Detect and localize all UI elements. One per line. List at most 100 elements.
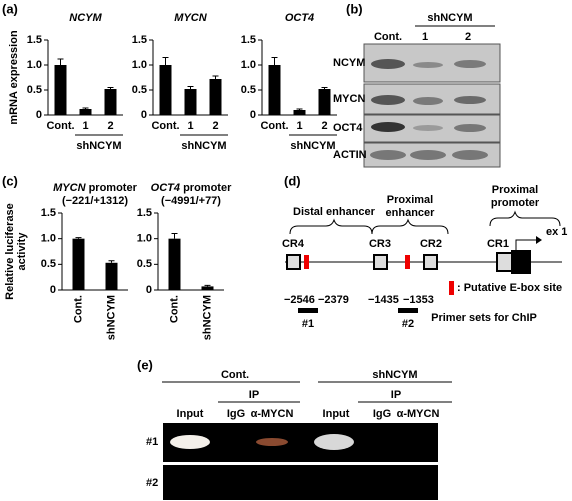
x-tick-label: 1: [82, 120, 88, 132]
gel-row-label: #2: [146, 477, 158, 489]
error-bar: [321, 87, 328, 89]
ebox: [304, 255, 309, 269]
chart-title-text: promoter: [89, 182, 138, 194]
x-tick-label: Cont.: [46, 120, 74, 132]
gel-lane: α-MYCN: [251, 408, 294, 420]
y-tick-label: 0: [250, 109, 256, 121]
y-tick-label: 0.5: [137, 258, 152, 270]
cr-box: [496, 252, 513, 272]
bar: [201, 286, 214, 290]
legend-text: : Putative E-box site: [457, 282, 562, 294]
error-bar: [75, 237, 82, 239]
y-tick-label: 0: [36, 109, 42, 121]
blot-lane: Cont.: [374, 31, 402, 43]
region-label: enhancer: [386, 207, 436, 219]
legend-swatch: [449, 281, 454, 295]
y-tick-label: 0.5: [27, 84, 42, 96]
error-bar: [212, 75, 219, 79]
promoter-diagram: Distal enhancer Proximal enhancer Proxim…: [282, 184, 567, 330]
x-tick-label: shNCYM: [201, 295, 213, 340]
y-axis-label: mRNA expression: [8, 30, 20, 125]
blot-band: [371, 122, 405, 132]
y-axis-label: Relative luciferase: [4, 203, 16, 300]
ebox: [405, 255, 410, 269]
gel-lane: Input: [323, 408, 350, 420]
y-tick-label: 1.0: [41, 233, 56, 245]
gel-lane: Input: [177, 408, 204, 420]
bar: [104, 89, 117, 115]
brace: [289, 218, 373, 235]
bar: [184, 89, 197, 115]
bar: [79, 109, 92, 115]
y-tick-label: 0.5: [241, 84, 256, 96]
x-tick-label: Cont.: [260, 120, 288, 132]
blot-band: [413, 125, 443, 131]
gel-lane: IgG: [373, 408, 391, 420]
tss-arrowhead: [536, 236, 542, 244]
blot-band: [410, 150, 446, 160]
bar: [72, 238, 85, 290]
y-tick-label: 1.0: [241, 59, 256, 71]
primer-bar: [298, 308, 318, 313]
gel-lane: α-MYCN: [397, 408, 440, 420]
bar: [54, 65, 67, 115]
x-tick-label: 1: [296, 120, 302, 132]
chart-title: OCT4 promoter: [151, 182, 232, 194]
x-tick-label: 2: [321, 120, 327, 132]
gel-group: shNCYM: [372, 369, 417, 381]
cr-label: CR3: [369, 238, 391, 250]
error-bar: [107, 87, 114, 89]
gel-band: [170, 435, 210, 449]
panel-label: (d): [284, 173, 301, 188]
cr-label: CR4: [282, 238, 305, 250]
gel-row-label: #1: [146, 436, 158, 448]
blot-group: shNCYM: [427, 12, 472, 24]
primer-name: #2: [402, 318, 414, 330]
blot-row: NCYM: [333, 57, 365, 69]
blot-row: MYCN: [333, 93, 365, 105]
brace: [371, 218, 449, 235]
panel-label: (e): [137, 357, 153, 372]
chart-subtitle: (−221/+1312): [62, 195, 128, 207]
panel-label: (a): [2, 1, 18, 16]
primer-coord: −1353: [403, 294, 434, 306]
cr-box: [373, 254, 388, 270]
chart-title-gene: MYCN: [53, 182, 86, 194]
cr-box: [423, 254, 438, 270]
primer-bar: [398, 308, 418, 313]
blot-band: [370, 150, 406, 160]
x-tick-label: Cont.: [72, 295, 84, 323]
chart-title-text: promoter: [183, 182, 232, 194]
bar: [293, 110, 306, 115]
x-tick-label: 1: [187, 120, 193, 132]
y-tick-label: 0.5: [41, 258, 56, 270]
chart-subtitle: (−4991/+77): [161, 195, 221, 207]
blot-band: [413, 62, 443, 68]
cr-box: [286, 254, 301, 270]
error-bar: [108, 260, 115, 263]
region-label: Proximal: [387, 194, 433, 206]
gel-band: [314, 434, 354, 450]
blot-row: OCT4: [333, 122, 363, 134]
y-tick-label: 1.0: [132, 59, 147, 71]
blot-lane: 2: [465, 31, 471, 43]
chart-title: MYCN: [174, 12, 207, 24]
y-tick-label: 0: [141, 109, 147, 121]
group-label: shNCYM: [76, 140, 121, 152]
blot-row: ACTIN: [333, 149, 367, 161]
region-label: Proximal: [492, 184, 538, 196]
gel-band: [256, 438, 288, 446]
blot-lane: 1: [422, 31, 428, 43]
y-tick-label: 1.0: [137, 233, 152, 245]
region-label: promoter: [491, 197, 540, 209]
blot-band: [454, 60, 486, 68]
error-bar: [296, 108, 303, 110]
y-tick-label: 1.5: [27, 34, 42, 46]
y-tick-label: 0.5: [132, 84, 147, 96]
gel-ip: IP: [391, 389, 401, 401]
tss-arrow: [515, 239, 536, 250]
x-tick-label: Cont.: [168, 295, 180, 323]
error-bar: [271, 57, 278, 65]
y-tick-label: 0: [146, 284, 152, 296]
